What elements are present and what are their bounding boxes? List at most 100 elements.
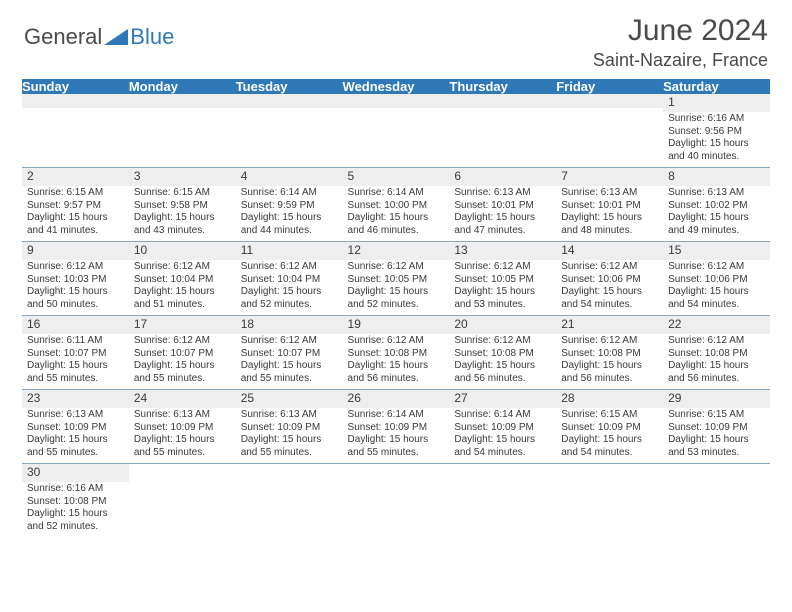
day-daylight1: Daylight: 15 hours bbox=[348, 360, 445, 373]
day-daylight1: Daylight: 15 hours bbox=[241, 286, 338, 299]
day-number: 18 bbox=[241, 317, 338, 332]
day-sunset: Sunset: 9:57 PM bbox=[27, 200, 124, 213]
day-sunset: Sunset: 9:56 PM bbox=[668, 126, 765, 139]
day-sunset: Sunset: 10:04 PM bbox=[134, 274, 231, 287]
calendar-day-cell: 22Sunrise: 6:12 AMSunset: 10:08 PMDaylig… bbox=[663, 316, 770, 390]
calendar-day-cell: 7Sunrise: 6:13 AMSunset: 10:01 PMDayligh… bbox=[556, 168, 663, 242]
weekday-header-row: Sunday Monday Tuesday Wednesday Thursday… bbox=[22, 79, 770, 94]
calendar-empty-cell bbox=[343, 94, 450, 168]
day-daylight2: and 56 minutes. bbox=[348, 373, 445, 386]
page-title: June 2024 bbox=[593, 14, 768, 48]
day-daylight1: Daylight: 15 hours bbox=[241, 434, 338, 447]
calendar-day-cell: 13Sunrise: 6:12 AMSunset: 10:05 PMDaylig… bbox=[449, 242, 556, 316]
empty-strip bbox=[129, 94, 236, 108]
day-daylight1: Daylight: 15 hours bbox=[348, 434, 445, 447]
calendar-day-cell: 18Sunrise: 6:12 AMSunset: 10:07 PMDaylig… bbox=[236, 316, 343, 390]
day-number-strip: 16 bbox=[22, 316, 129, 334]
day-number: 5 bbox=[348, 169, 445, 184]
day-daylight2: and 55 minutes. bbox=[27, 373, 124, 386]
calendar-day-cell: 25Sunrise: 6:13 AMSunset: 10:09 PMDaylig… bbox=[236, 390, 343, 464]
day-sunrise: Sunrise: 6:12 AM bbox=[27, 261, 124, 274]
day-sunrise: Sunrise: 6:13 AM bbox=[668, 187, 765, 200]
day-daylight2: and 47 minutes. bbox=[454, 225, 551, 238]
calendar-day-cell: 17Sunrise: 6:12 AMSunset: 10:07 PMDaylig… bbox=[129, 316, 236, 390]
calendar-day-cell: 15Sunrise: 6:12 AMSunset: 10:06 PMDaylig… bbox=[663, 242, 770, 316]
day-number: 23 bbox=[27, 391, 124, 406]
day-sunrise: Sunrise: 6:16 AM bbox=[27, 483, 124, 496]
day-daylight2: and 40 minutes. bbox=[668, 151, 765, 164]
day-sunset: Sunset: 10:01 PM bbox=[454, 200, 551, 213]
day-daylight2: and 52 minutes. bbox=[348, 299, 445, 312]
day-number-strip: 11 bbox=[236, 242, 343, 260]
day-sunrise: Sunrise: 6:12 AM bbox=[561, 335, 658, 348]
day-daylight1: Daylight: 15 hours bbox=[348, 212, 445, 225]
day-sunset: Sunset: 10:09 PM bbox=[348, 422, 445, 435]
day-sunrise: Sunrise: 6:12 AM bbox=[241, 261, 338, 274]
day-sunrise: Sunrise: 6:12 AM bbox=[348, 261, 445, 274]
day-daylight1: Daylight: 15 hours bbox=[348, 286, 445, 299]
day-daylight2: and 52 minutes. bbox=[241, 299, 338, 312]
day-sunrise: Sunrise: 6:13 AM bbox=[454, 187, 551, 200]
calendar-empty-cell bbox=[129, 94, 236, 168]
day-daylight1: Daylight: 15 hours bbox=[668, 286, 765, 299]
day-daylight2: and 48 minutes. bbox=[561, 225, 658, 238]
day-sunrise: Sunrise: 6:14 AM bbox=[454, 409, 551, 422]
day-daylight2: and 55 minutes. bbox=[241, 447, 338, 460]
calendar-body: 1 Sunrise: 6:16 AM Sunset: 9:56 PM Daylight… bbox=[22, 94, 770, 537]
day-number-strip: 17 bbox=[129, 316, 236, 334]
day-daylight1: Daylight: 15 hours bbox=[561, 286, 658, 299]
calendar-empty-cell bbox=[236, 94, 343, 168]
day-number: 7 bbox=[561, 169, 658, 184]
day-daylight1: Daylight: 15 hours bbox=[241, 212, 338, 225]
day-daylight2: and 55 minutes. bbox=[134, 447, 231, 460]
day-daylight2: and 49 minutes. bbox=[668, 225, 765, 238]
day-number: 27 bbox=[454, 391, 551, 406]
day-sunset: Sunset: 10:08 PM bbox=[27, 496, 124, 509]
day-daylight2: and 55 minutes. bbox=[241, 373, 338, 386]
day-daylight1: Daylight: 15 hours bbox=[134, 212, 231, 225]
day-sunset: Sunset: 10:09 PM bbox=[27, 422, 124, 435]
day-sunset: Sunset: 10:09 PM bbox=[454, 422, 551, 435]
day-daylight2: and 43 minutes. bbox=[134, 225, 231, 238]
calendar-day-cell: 12 Sunrise: 6:12 AMSunset: 10:05 PMDaylig… bbox=[343, 242, 450, 316]
calendar-day-cell: 19Sunrise: 6:12 AMSunset: 10:08 PMDaylig… bbox=[343, 316, 450, 390]
day-sunset: Sunset: 10:09 PM bbox=[241, 422, 338, 435]
day-number-strip: 20 bbox=[449, 316, 556, 334]
day-number: 26 bbox=[348, 391, 445, 406]
logo-text-blue: Blue bbox=[130, 24, 174, 50]
day-number-strip: 12 bbox=[343, 242, 450, 260]
day-sunrise: Sunrise: 6:12 AM bbox=[561, 261, 658, 274]
day-number-strip: 1 bbox=[663, 94, 770, 112]
calendar-empty-cell bbox=[449, 94, 556, 168]
calendar-day-cell: 10Sunrise: 6:12 AMSunset: 10:04 PMDaylig… bbox=[129, 242, 236, 316]
empty-strip bbox=[22, 94, 129, 108]
calendar-week-row: 2Sunrise: 6:15 AMSunset: 9:57 PMDaylight… bbox=[22, 168, 770, 242]
day-sunrise: Sunrise: 6:12 AM bbox=[454, 261, 551, 274]
calendar-day-cell: 1Sunrise: 6:16 AMSunset: 9:56 PMDaylight… bbox=[663, 94, 770, 168]
day-sunset: Sunset: 10:09 PM bbox=[134, 422, 231, 435]
day-number: 12 bbox=[348, 243, 445, 258]
weekday-header: Monday bbox=[129, 79, 236, 94]
calendar-day-cell: 8Sunrise: 6:13 AMSunset: 10:02 PMDayligh… bbox=[663, 168, 770, 242]
calendar-week-row: 23Sunrise: 6:13 AMSunset: 10:09 PMDaylig… bbox=[22, 390, 770, 464]
day-number-strip: 22 bbox=[663, 316, 770, 334]
weekday-header: Thursday bbox=[449, 79, 556, 94]
calendar-day-cell: 14Sunrise: 6:12 AMSunset: 10:06 PMDaylig… bbox=[556, 242, 663, 316]
day-number: 15 bbox=[668, 243, 765, 258]
calendar-empty-cell bbox=[343, 464, 450, 538]
day-number: 3 bbox=[134, 169, 231, 184]
calendar-empty-cell bbox=[22, 94, 129, 168]
day-daylight2: and 53 minutes. bbox=[454, 299, 551, 312]
day-number: 1 bbox=[668, 95, 765, 110]
day-daylight1: Daylight: 15 hours bbox=[561, 212, 658, 225]
day-number-strip: 25 bbox=[236, 390, 343, 408]
day-number: 22 bbox=[668, 317, 765, 332]
day-number-strip: 27 bbox=[449, 390, 556, 408]
day-sunset: Sunset: 10:09 PM bbox=[561, 422, 658, 435]
calendar-empty-cell bbox=[129, 464, 236, 538]
day-sunset: Sunset: 10:08 PM bbox=[454, 348, 551, 361]
day-number: 21 bbox=[561, 317, 658, 332]
calendar-week-row: 30Sunrise: 6:16 AMSunset: 10:08 PMDaylig… bbox=[22, 464, 770, 538]
calendar-day-cell: 11Sunrise: 6:12 AMSunset: 10:04 PMDaylig… bbox=[236, 242, 343, 316]
day-sunset: Sunset: 10:05 PM bbox=[348, 274, 445, 287]
